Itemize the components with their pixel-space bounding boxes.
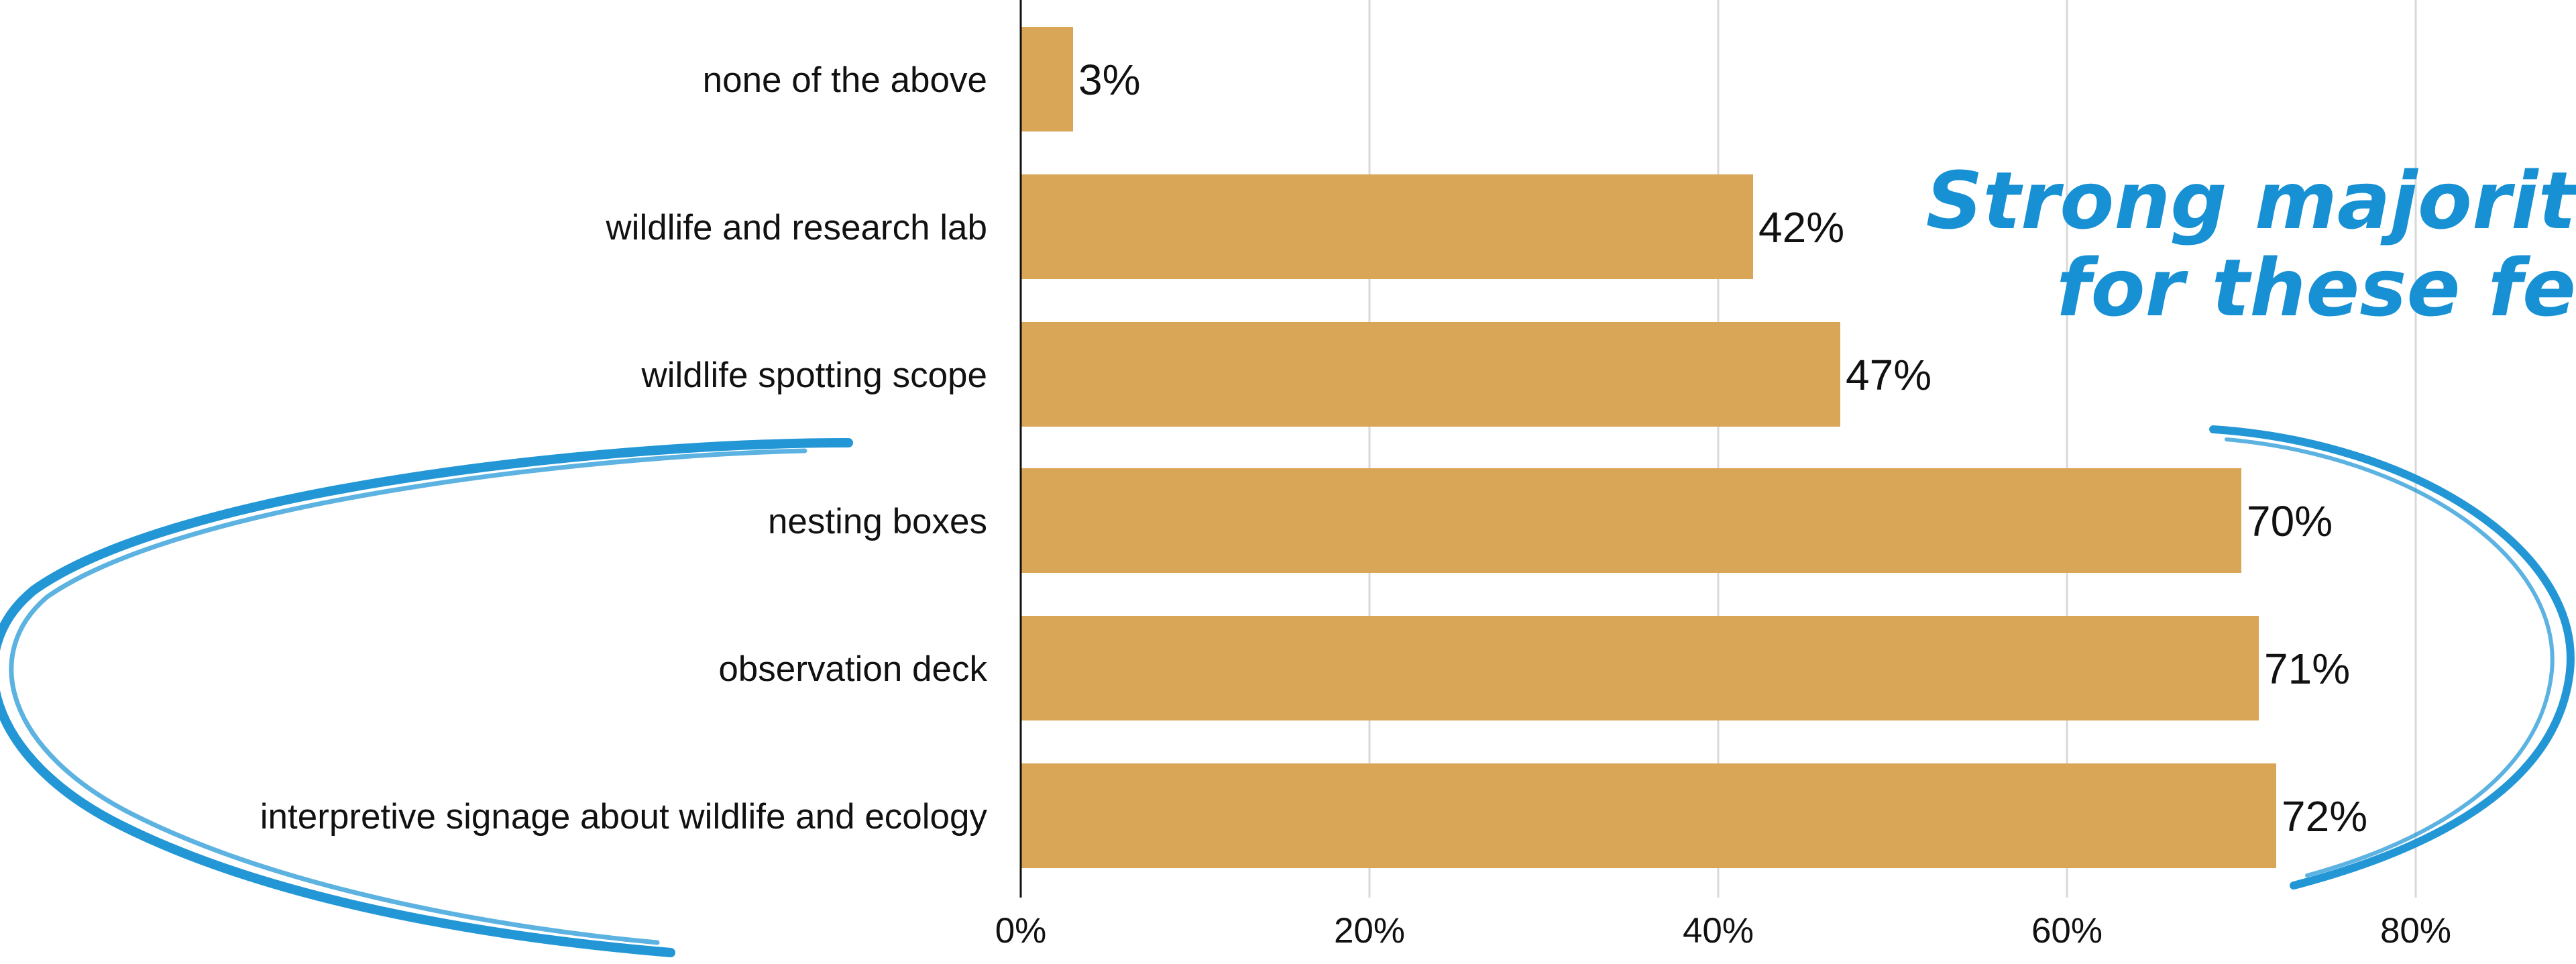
x-tick-label-40%: 40% xyxy=(1683,911,1754,951)
value-label-5: 72% xyxy=(2282,792,2367,841)
category-label-3: nesting boxes xyxy=(768,502,987,541)
grid-layer xyxy=(1368,0,2417,898)
value-label-3: 70% xyxy=(2247,497,2333,545)
category-label-5: interpretive signage about wildlife and … xyxy=(260,797,988,837)
category-label-1: wildlife and research lab xyxy=(605,208,987,248)
x-tick-label-60%: 60% xyxy=(2031,911,2103,951)
x-tick-label-20%: 20% xyxy=(1334,911,1405,951)
value-label-0: 3% xyxy=(1078,56,1141,104)
annotation-line-1: Strong majorit xyxy=(1926,154,2576,247)
x-tick-label-0%: 0% xyxy=(995,911,1047,951)
x-tick-label-80%: 80% xyxy=(2380,911,2451,951)
bar-5 xyxy=(1021,763,2276,868)
right-swoosh-stroke-2 xyxy=(2225,437,2555,877)
left-swoosh xyxy=(0,438,853,957)
value-label-4: 71% xyxy=(2264,645,2350,693)
bar-layer xyxy=(1019,0,2276,898)
bar-2 xyxy=(1021,322,1840,427)
category-label-4: observation deck xyxy=(718,649,987,689)
category-label-2: wildlife spotting scope xyxy=(640,356,987,395)
bar-0 xyxy=(1021,27,1073,131)
bar-1 xyxy=(1021,174,1753,279)
right-swoosh xyxy=(2209,425,2575,890)
value-label-1: 42% xyxy=(1758,203,1844,252)
label-layer: none of the above wildlife and research l… xyxy=(260,56,2451,951)
annotation-line-2: for these fe xyxy=(2056,242,2576,334)
category-label-0: none of the above xyxy=(703,60,987,100)
value-label-2: 47% xyxy=(1846,351,1931,399)
bar-3 xyxy=(1021,468,2241,573)
bar-4 xyxy=(1021,616,2259,720)
annotation-layer: Strong majorit for these fe xyxy=(0,154,2576,957)
left-swoosh-stroke-2 xyxy=(9,448,807,945)
